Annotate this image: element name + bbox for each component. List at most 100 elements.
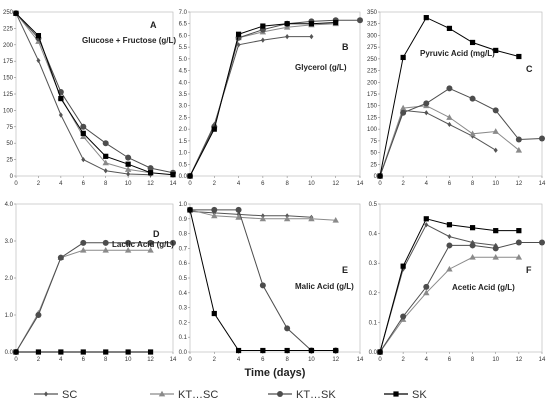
data-point (446, 242, 453, 249)
data-point (400, 54, 406, 61)
legend-label: KT…SK (296, 389, 336, 401)
data-point (424, 110, 429, 116)
x-tick-label: 4 (59, 357, 63, 363)
x-tick-label: 14 (170, 181, 177, 187)
series-line (190, 209, 336, 351)
data-point (124, 166, 132, 172)
data-point (469, 242, 476, 249)
y-tick-label: 0.0 (179, 174, 188, 180)
plot-frame (189, 203, 361, 353)
x-tick-label: 2 (37, 357, 41, 363)
panel-letter: A (150, 20, 157, 30)
data-point (492, 253, 499, 260)
legend-item: KT…SK (268, 389, 336, 401)
data-point (125, 239, 132, 246)
y-tick-label: 300 (367, 33, 378, 39)
data-point (102, 239, 109, 246)
y-tick-label: 4.0 (5, 202, 14, 208)
data-point (260, 37, 265, 43)
legend-label: KT…SC (178, 389, 218, 401)
data-point (400, 263, 406, 269)
series-line (379, 224, 496, 353)
data-point (332, 216, 339, 223)
x-tick-label: 10 (308, 181, 315, 187)
x-tick-label: 4 (59, 181, 63, 187)
data-point (515, 253, 523, 260)
y-tick-label: 0.4 (369, 232, 378, 238)
y-tick-label: 0 (10, 174, 14, 180)
legend-item: KT…SC (150, 389, 218, 401)
data-point (211, 126, 217, 132)
panel-letter: C (526, 64, 533, 74)
data-point (103, 168, 108, 174)
data-point (515, 239, 522, 246)
data-point (102, 140, 109, 147)
x-tick-label: 12 (147, 181, 154, 187)
data-point (423, 15, 429, 21)
data-point (283, 23, 291, 30)
data-point (35, 33, 42, 39)
data-point (333, 347, 339, 354)
data-point (446, 85, 453, 92)
y-tick-label: 3.0 (5, 239, 14, 245)
y-tick-label: 4.0 (179, 80, 188, 86)
x-tick-label: 6 (448, 181, 452, 187)
data-point (147, 239, 154, 246)
data-point (515, 146, 523, 153)
data-point (493, 228, 499, 234)
data-point (259, 282, 266, 289)
data-point (170, 239, 176, 246)
x-tick-label: 8 (285, 357, 289, 363)
data-point (515, 136, 522, 143)
data-point (493, 147, 498, 153)
data-point (125, 161, 131, 167)
x-tick-label: 6 (82, 357, 86, 363)
y-tick-label: 150 (3, 76, 14, 82)
y-tick-label: 1.0 (5, 313, 14, 319)
y-tick-label: 225 (3, 26, 14, 32)
series-line (379, 109, 496, 177)
legend: SC KT…SC KT…SK SK (34, 389, 427, 401)
data-point (469, 225, 476, 231)
series-line (379, 16, 520, 177)
data-point (492, 107, 499, 114)
x-tick-label: 0 (14, 181, 18, 187)
data-point (187, 173, 193, 179)
y-tick-label: 0.1 (369, 320, 378, 326)
data-point (235, 347, 242, 354)
y-tick-label: 200 (3, 43, 14, 49)
y-tick-label: 3.0 (179, 104, 188, 110)
y-tick-label: 0.2 (179, 320, 188, 326)
y-tick-label: 325 (367, 22, 378, 28)
x-tick-label: 14 (357, 357, 364, 363)
data-point (469, 95, 476, 102)
y-tick-label: 6.5 (179, 22, 188, 28)
x-tick-label: 2 (213, 181, 217, 187)
data-point (80, 349, 86, 355)
data-point (446, 114, 453, 120)
legend-marker (393, 391, 399, 397)
data-point (36, 57, 41, 64)
panel-a: 0 25 50 75 100 125 150 175 200 225 250 0 2 4 6 8 10 12 14 A… (3, 10, 177, 187)
x-tick-label: 2 (37, 181, 41, 187)
y-tick-label: 0.0 (369, 350, 378, 356)
x-tick-label: 10 (492, 357, 499, 363)
data-point (80, 133, 87, 140)
y-tick-label: 0.0 (5, 350, 14, 356)
y-tick-label: 1.0 (179, 151, 188, 157)
y-tick-label: 25 (6, 158, 13, 164)
y-tick-label: 1.5 (179, 139, 188, 145)
panel-e: 0.0 0.1 0.2 0.3 0.4 0.5 0.6 0.7 0.8 0.9 1.0 0 2 4 6 8 10… (179, 202, 364, 363)
data-point (211, 310, 217, 317)
x-tick-label: 10 (492, 181, 499, 187)
y-tick-label: 250 (367, 57, 378, 63)
y-tick-label: 0.3 (179, 306, 188, 312)
y-tick-label: 3.5 (179, 92, 188, 98)
y-tick-label: 25 (370, 162, 377, 168)
y-tick-label: 125 (367, 115, 378, 121)
data-point (58, 112, 63, 118)
data-point (147, 165, 154, 172)
data-point (539, 135, 545, 142)
data-point (423, 100, 430, 107)
x-tick-label: 12 (332, 357, 339, 363)
